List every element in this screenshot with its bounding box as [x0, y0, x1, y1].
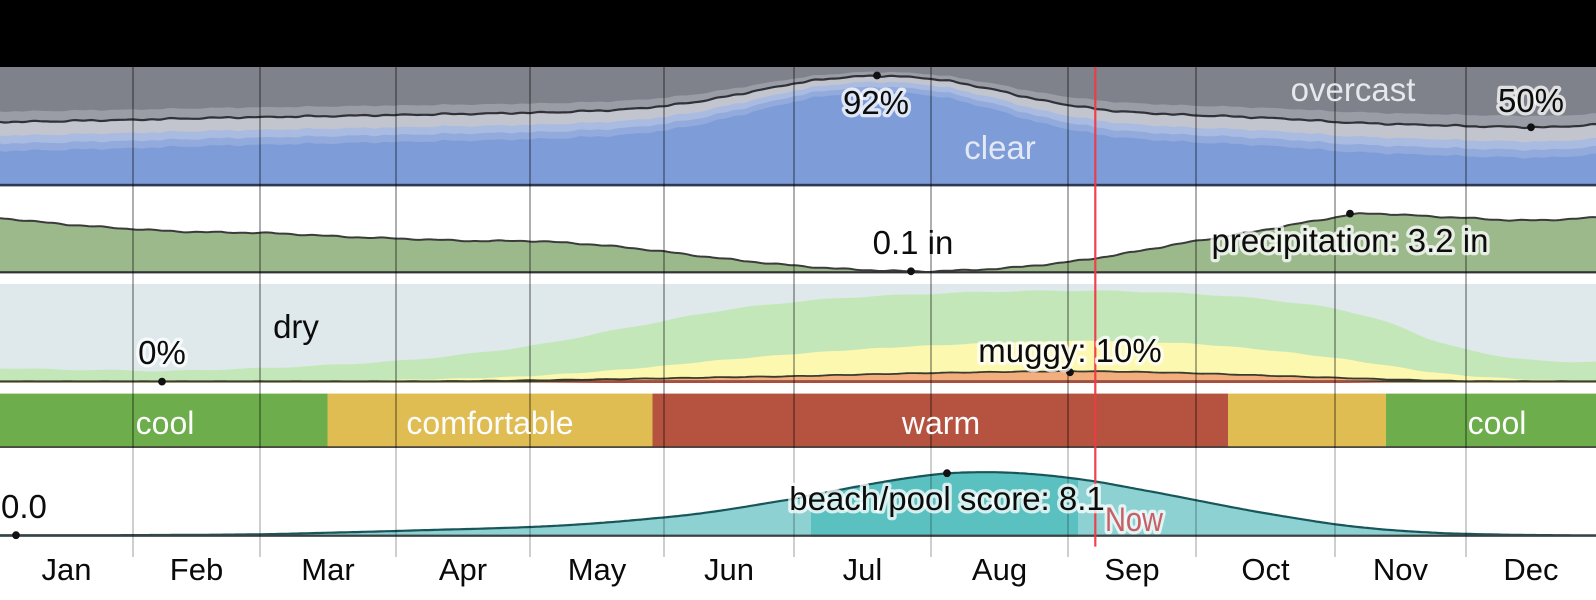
svg-text:Nov: Nov [1373, 552, 1429, 587]
svg-text:warm: warm [901, 405, 980, 441]
svg-text:precipitation: 3.2 in: precipitation: 3.2 in [1211, 222, 1488, 259]
svg-text:Apr: Apr [439, 552, 487, 587]
svg-text:Mar: Mar [301, 552, 354, 587]
svg-text:clear: clear [964, 129, 1036, 166]
svg-text:cool: cool [1468, 405, 1527, 441]
svg-text:0.1 in: 0.1 in [873, 224, 954, 261]
svg-text:comfortable: comfortable [406, 405, 573, 441]
svg-text:Feb: Feb [170, 552, 223, 587]
svg-text:Oct: Oct [1241, 552, 1290, 587]
svg-text:Jan: Jan [42, 552, 92, 587]
svg-text:Jun: Jun [704, 552, 754, 587]
svg-text:dry: dry [273, 308, 319, 345]
svg-text:Dec: Dec [1503, 552, 1558, 587]
svg-text:cool: cool [136, 405, 195, 441]
svg-text:May: May [568, 552, 627, 587]
svg-text:overcast: overcast [1291, 71, 1416, 108]
svg-text:0%: 0% [138, 334, 186, 371]
svg-text:muggy: 10%: muggy: 10% [978, 332, 1161, 369]
svg-text:Aug: Aug [972, 552, 1027, 587]
svg-text:Now: Now [1105, 501, 1163, 539]
svg-text:92%: 92% [843, 84, 909, 121]
svg-text:beach/pool score: 8.1: beach/pool score: 8.1 [789, 480, 1105, 517]
svg-text:50%: 50% [1498, 82, 1564, 119]
svg-text:0.0: 0.0 [1, 488, 47, 525]
svg-text:Sep: Sep [1104, 552, 1159, 587]
svg-text:Jul: Jul [843, 552, 883, 587]
